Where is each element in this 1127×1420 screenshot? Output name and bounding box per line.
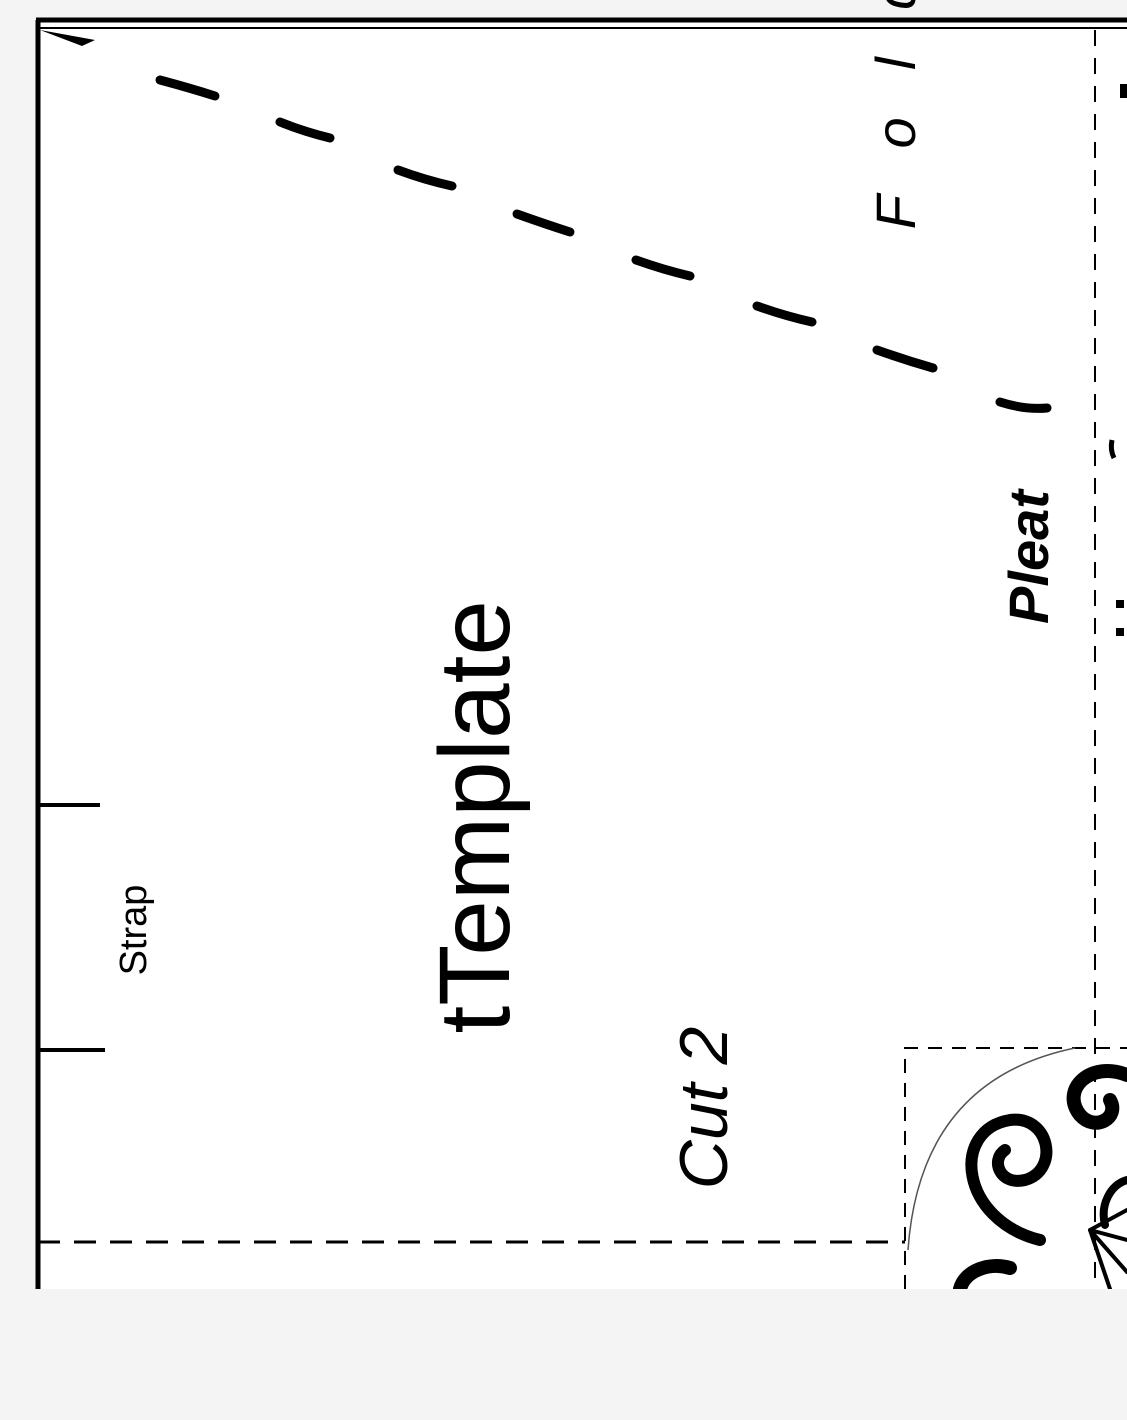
fold-label: F o l d (864, 0, 927, 230)
scroll-ornament-icon (953, 1064, 1127, 1289)
strap-label: Strap (113, 884, 155, 976)
fold-mark (1120, 84, 1127, 98)
pattern-drawing (35, 17, 1127, 1289)
pleat-dot (1116, 600, 1124, 608)
ornament-arc (907, 1047, 1076, 1251)
template-title: tTemplate (419, 600, 531, 1034)
pleat-label: Pleat (997, 490, 1060, 624)
ornament-box (904, 1047, 1127, 1289)
corner-mark (40, 30, 95, 46)
cut-count-label: Cut 2 (666, 1026, 742, 1190)
pleat-dot (1116, 628, 1124, 636)
pleat-curve-tail (1108, 439, 1117, 460)
pattern-sheet: F o l d Pleat tTemplate Cut 2 Strap (35, 0, 1127, 1289)
pleat-curve (155, 75, 1052, 413)
paper-area (38, 18, 1127, 1289)
